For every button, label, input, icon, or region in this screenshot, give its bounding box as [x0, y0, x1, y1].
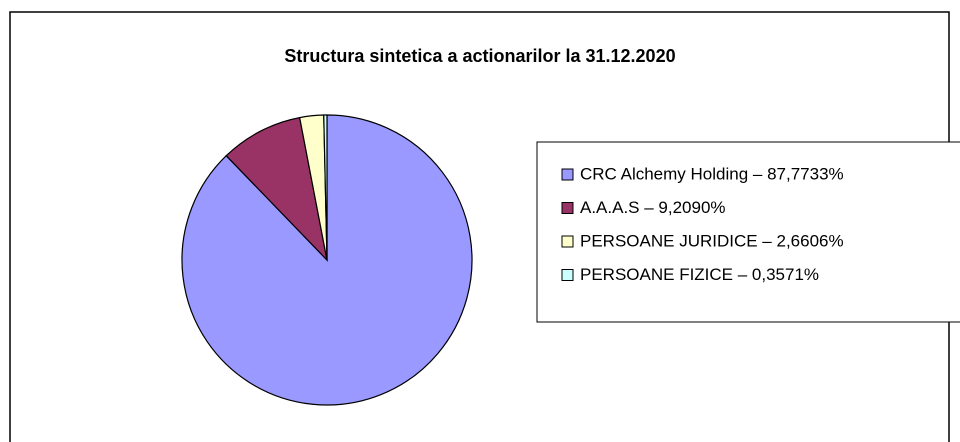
- chart-title: Structura sintetica a actionarilor la 31…: [284, 46, 675, 66]
- legend-swatch: [561, 168, 574, 181]
- pie-slice: [323, 114, 328, 261]
- legend-swatch: [561, 235, 574, 248]
- legend-label: CRC Alchemy Holding – 87,7733%: [580, 164, 844, 183]
- legend-label: PERSOANE JURIDICE – 2,6606%: [580, 231, 844, 250]
- pie-slice: [225, 116, 328, 262]
- legend-label: PERSOANE FIZICE – 0,3571%: [580, 265, 819, 284]
- legend-label: A.A.A.S – 9,2090%: [580, 198, 726, 217]
- legend-swatch: [561, 202, 574, 214]
- legend-swatch: [561, 269, 574, 281]
- legend-box: [536, 141, 960, 323]
